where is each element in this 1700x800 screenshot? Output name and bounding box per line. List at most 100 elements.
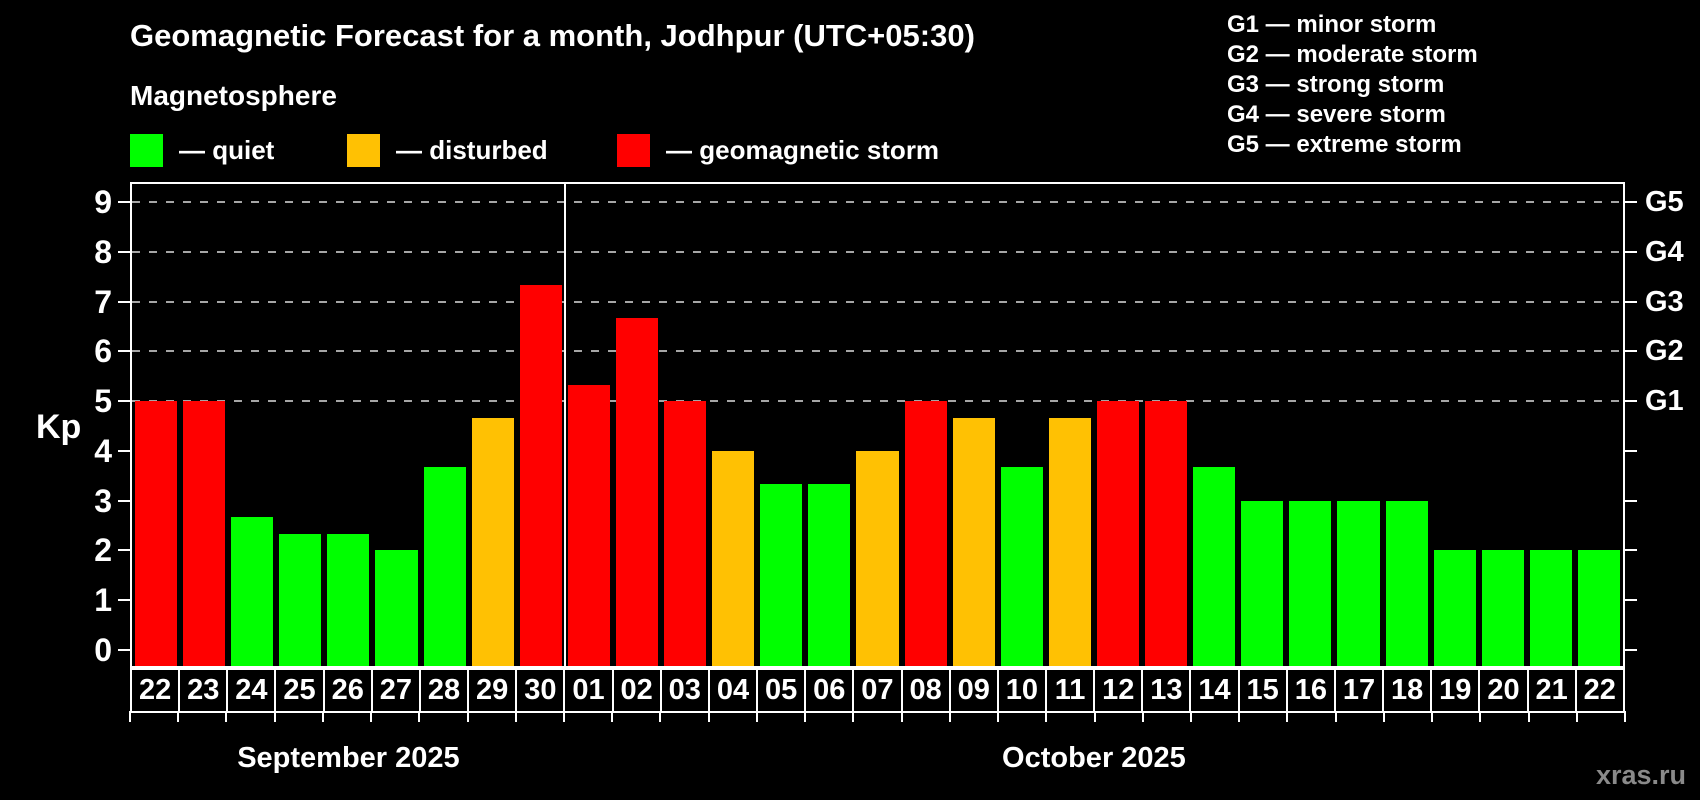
date-cell: 10 <box>996 668 1047 713</box>
kp-bar <box>183 401 226 666</box>
kp-bar <box>1433 550 1476 666</box>
date-cell: 19 <box>1430 668 1481 713</box>
y-axis-label: 2 <box>94 532 112 569</box>
plot-area <box>130 182 1625 668</box>
date-boundary-tick <box>1527 711 1530 722</box>
y-axis-tick-right <box>1625 300 1637 303</box>
date-boundary-tick <box>225 711 228 722</box>
y-axis-tick-right <box>1625 250 1637 253</box>
y-axis-tick-right <box>1625 499 1637 502</box>
date-cell: 27 <box>370 668 421 713</box>
kp-bar <box>615 317 659 666</box>
date-cell: 22 <box>130 668 181 713</box>
legend-item-quiet: — quiet <box>130 133 274 167</box>
date-boundary-tick <box>1141 711 1144 722</box>
kp-bar <box>1385 500 1428 666</box>
date-boundary-tick <box>563 711 566 722</box>
y-axis-label: 9 <box>94 183 112 220</box>
date-boundary-tick <box>804 711 807 722</box>
date-cell: 13 <box>1141 668 1192 713</box>
kp-bar <box>952 417 995 666</box>
y-axis-tick-left <box>118 499 130 502</box>
kp-bar <box>856 450 899 666</box>
date-cell: 18 <box>1382 668 1433 713</box>
date-boundary-tick <box>321 711 324 722</box>
y-axis-tick-left <box>118 549 130 552</box>
g-legend-line: G1 — minor storm <box>1227 11 1437 38</box>
kp-bar <box>1048 417 1091 666</box>
date-cell: 01 <box>563 668 614 713</box>
date-cell: 04 <box>707 668 759 713</box>
date-axis-row: 22 23 24 25 26 27 28 29 30 01 02 03 04 05 06 07 08 09 10 11… <box>130 668 1625 713</box>
date-cell: 30 <box>515 668 566 713</box>
date-boundary-tick <box>1479 711 1482 722</box>
y-axis-tick-right <box>1625 350 1637 353</box>
kp-bar <box>808 484 851 666</box>
date-boundary-tick <box>707 711 710 722</box>
y-axis-tick-right <box>1625 649 1637 652</box>
chart-title: Geomagnetic Forecast for a month, Jodhpu… <box>130 18 975 53</box>
kp-bar <box>1096 401 1140 666</box>
kp-bar <box>567 384 610 666</box>
y-axis-tick-left <box>118 250 130 253</box>
gridline-kp-6 <box>132 350 1623 353</box>
date-cell: 23 <box>178 668 229 713</box>
legend-item-disturbed: — disturbed <box>347 133 548 167</box>
g-scale-label-g5: G5 <box>1645 185 1684 218</box>
y-axis-label: 5 <box>94 383 112 420</box>
quiet-color-swatch <box>130 133 163 167</box>
g-scale-label-g4: G4 <box>1645 235 1684 268</box>
date-boundary-tick <box>1334 711 1337 722</box>
date-boundary-tick <box>1575 711 1578 722</box>
date-boundary-tick <box>852 711 855 722</box>
date-cell: 26 <box>322 668 373 713</box>
kp-bar <box>664 401 707 666</box>
y-axis-label: 8 <box>94 233 112 270</box>
y-axis-label: 4 <box>94 432 112 469</box>
date-cell: 16 <box>1285 668 1336 713</box>
date-cell: 09 <box>948 668 999 713</box>
kp-bar <box>279 534 322 666</box>
date-boundary-tick <box>659 711 662 722</box>
date-boundary-tick <box>129 711 131 722</box>
date-boundary-tick <box>1624 711 1626 722</box>
kp-bar <box>519 285 562 666</box>
date-cell: 15 <box>1237 668 1288 713</box>
legend-label-disturbed: — disturbed <box>396 134 548 165</box>
date-boundary-tick <box>514 711 517 722</box>
kp-bar <box>1241 500 1284 666</box>
date-boundary-tick <box>997 711 1000 722</box>
date-boundary-tick <box>1238 711 1241 722</box>
date-cell: 28 <box>418 668 470 713</box>
kp-bar <box>760 484 803 666</box>
gridline-kp-5 <box>132 400 1623 403</box>
y-axis-tick-right <box>1625 549 1637 552</box>
date-boundary-tick <box>611 711 614 722</box>
date-cell: 08 <box>900 668 951 713</box>
kp-bar <box>471 417 514 666</box>
date-boundary-tick <box>418 711 421 722</box>
y-axis-label: 3 <box>94 482 112 519</box>
disturbed-color-swatch <box>347 133 380 167</box>
plot-inner <box>132 184 1623 666</box>
y-axis-tick-left <box>118 300 130 303</box>
date-boundary-tick <box>755 711 758 722</box>
date-cell: 21 <box>1526 668 1577 713</box>
y-axis-tick-left <box>118 200 130 203</box>
kp-bar <box>1529 550 1572 666</box>
date-boundary-tick <box>1431 711 1434 722</box>
y-axis-label: 6 <box>94 333 112 370</box>
kp-bar <box>375 550 418 666</box>
date-cell: 17 <box>1333 668 1385 713</box>
storm-color-swatch <box>617 133 650 167</box>
y-axis-tick-right <box>1625 400 1637 403</box>
g-scale-label-g1: G1 <box>1645 385 1684 418</box>
date-cell: 02 <box>611 668 662 713</box>
date-cell: 07 <box>852 668 903 713</box>
date-boundary-tick <box>948 711 951 722</box>
kp-bar <box>1481 550 1524 666</box>
kp-bar <box>712 450 755 666</box>
g-scale-label-g2: G2 <box>1645 335 1684 368</box>
legend-item-storm: — geomagnetic storm <box>617 133 939 167</box>
